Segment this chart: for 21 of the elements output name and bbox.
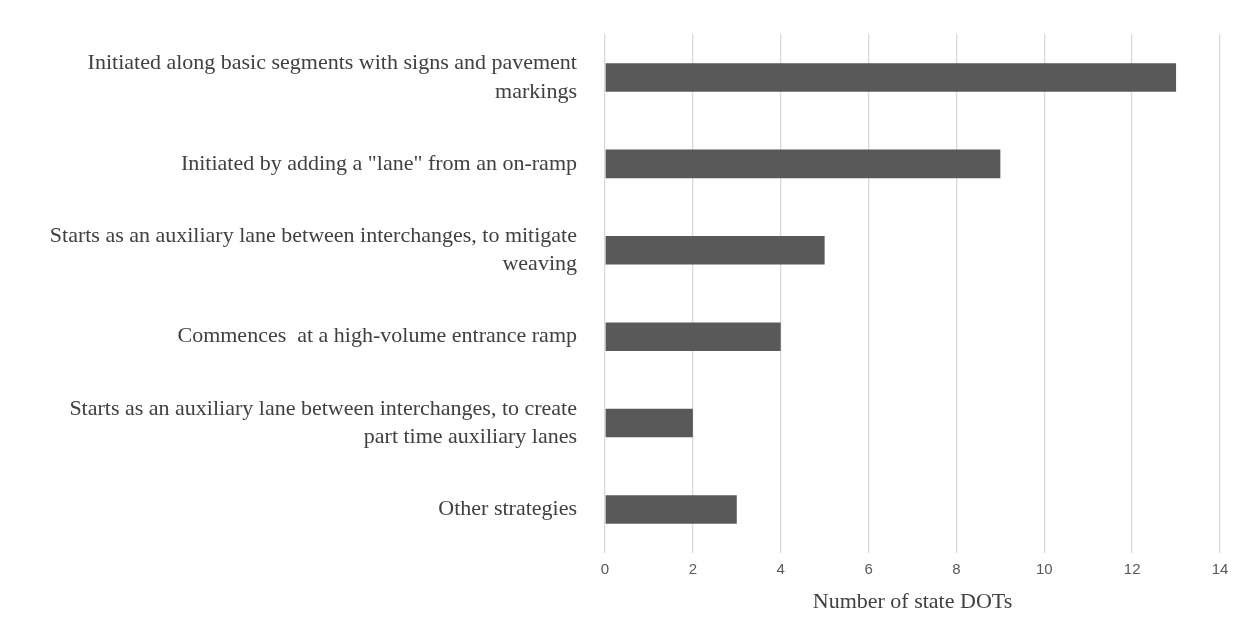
bar [605, 63, 1177, 92]
y-tick-label: Initiated by adding a "lane" from an on-ramp [180, 149, 577, 175]
y-tick-label: Other strategies [438, 495, 577, 521]
bar [605, 149, 1001, 179]
y-tick-label: Starts as an auxiliary lane between interchanges, to mitigate weaving [49, 221, 577, 276]
x-axis-title: Number of state DOTs [812, 587, 1013, 613]
x-tick-label: 4 [776, 559, 785, 577]
bar [605, 408, 693, 438]
x-tick-label: 12 [1123, 559, 1141, 577]
bar [605, 236, 825, 265]
x-tick-label: 2 [688, 559, 698, 577]
x-tick-label: 8 [952, 559, 961, 577]
x-tick-label: 0 [600, 559, 610, 577]
y-tick-label: Initiated along basic segments with signs and pavement markings [87, 48, 577, 103]
bar [605, 495, 737, 524]
y-tick-label: Commences at a high-volume entrance ramp [177, 322, 577, 348]
x-tick-label: 14 [1211, 559, 1229, 577]
x-tick-label: 6 [864, 559, 873, 577]
x-tick-label: 10 [1035, 559, 1053, 577]
y-tick-label: Starts as an auxiliary lane between interchanges, to create part time auxiliary lanes [69, 394, 577, 449]
bar [605, 322, 781, 351]
